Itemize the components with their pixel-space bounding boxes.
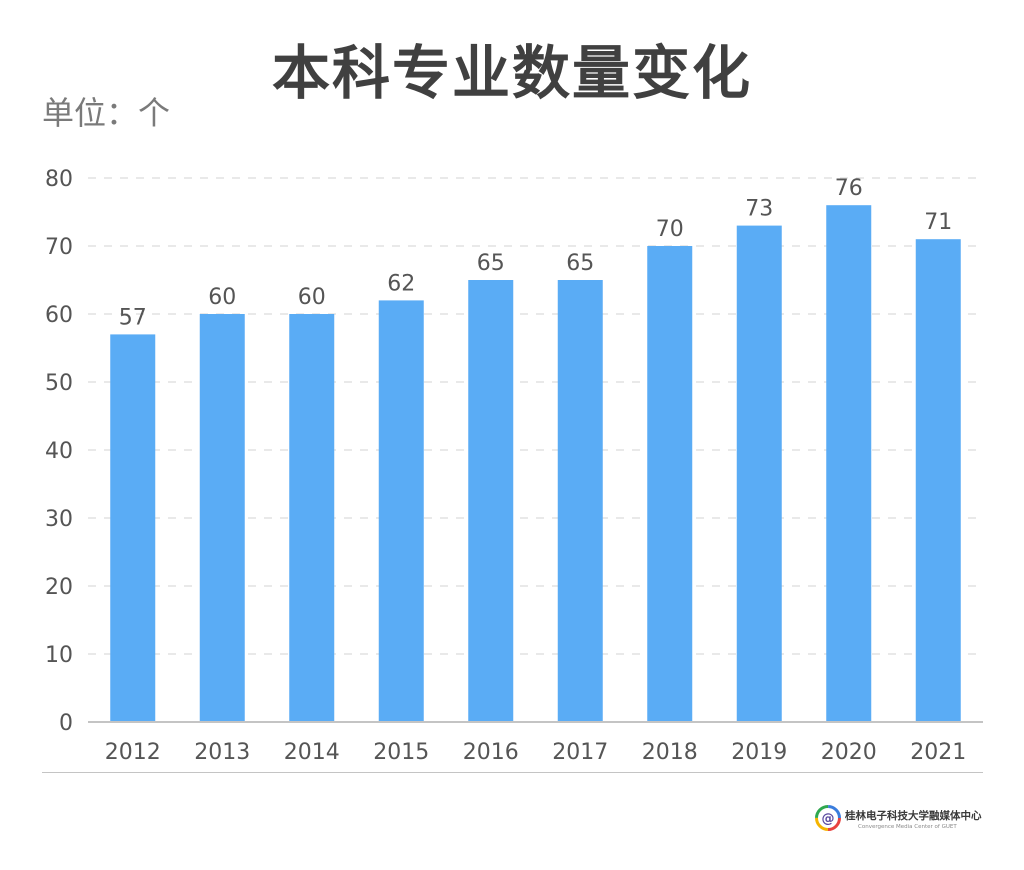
bar — [915, 239, 961, 722]
y-tick-label: 30 — [45, 507, 73, 532]
x-tick-label: 2017 — [552, 740, 608, 765]
logo-name: 桂林电子科技大学融媒体中心 — [845, 810, 982, 822]
unit-label: 单位：个 — [42, 94, 171, 132]
x-tick-label: 2018 — [642, 740, 698, 765]
y-tick-label: 40 — [45, 439, 73, 464]
y-tick-label: 70 — [45, 235, 73, 260]
bar — [110, 334, 156, 722]
bar — [289, 314, 335, 722]
data-label: 60 — [298, 285, 326, 310]
x-tick-label: 2021 — [910, 740, 966, 765]
y-tick-label: 60 — [45, 303, 73, 328]
bottom-divider — [42, 772, 983, 773]
x-tick-label: 2014 — [284, 740, 340, 765]
x-tick-label: 2015 — [373, 740, 429, 765]
bar — [378, 300, 424, 722]
x-tick-label: 2020 — [821, 740, 877, 765]
data-label: 71 — [924, 210, 952, 235]
y-tick-label: 10 — [45, 643, 73, 668]
bar — [468, 280, 514, 722]
data-label: 57 — [119, 305, 147, 330]
x-tick-label: 2013 — [194, 740, 250, 765]
data-label: 62 — [387, 271, 415, 296]
logo-subtitle: Convergence Media Center of GUET — [858, 824, 957, 830]
y-tick-label: 20 — [45, 575, 73, 600]
data-label: 60 — [208, 285, 236, 310]
svg-text:@: @ — [822, 812, 835, 827]
x-tick-label: 2019 — [731, 740, 787, 765]
x-tick-label: 2016 — [463, 740, 519, 765]
data-label: 65 — [566, 251, 594, 276]
data-label: 76 — [835, 176, 863, 201]
y-tick-label: 80 — [45, 167, 73, 192]
bar — [647, 246, 693, 722]
chart-title: 本科专业数量变化 — [271, 39, 752, 107]
data-label: 70 — [656, 217, 684, 242]
data-label: 73 — [745, 197, 773, 222]
at-sign-logo-icon: @ — [815, 805, 841, 831]
data-label: 65 — [477, 251, 505, 276]
y-tick-label: 0 — [59, 711, 73, 736]
bar — [199, 314, 245, 722]
media-center-logo: @ 桂林电子科技大学融媒体中心 Convergence Media Center… — [815, 803, 985, 837]
bar — [557, 280, 603, 722]
x-tick-label: 2012 — [105, 740, 161, 765]
y-tick-label: 50 — [45, 371, 73, 396]
bar — [736, 225, 782, 722]
bar — [826, 205, 872, 722]
